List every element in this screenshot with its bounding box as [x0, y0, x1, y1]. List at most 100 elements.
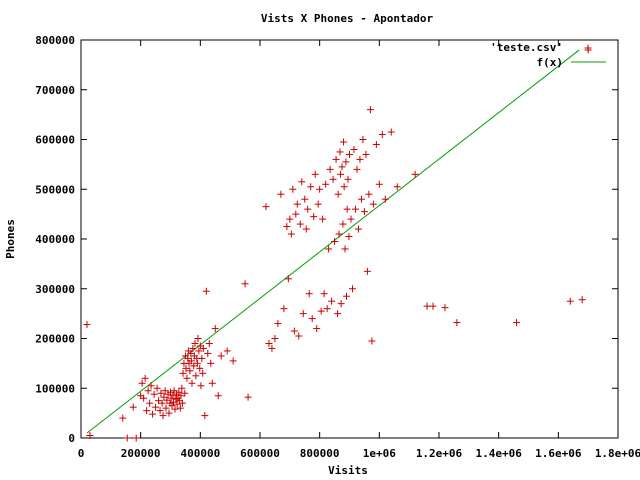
data-point	[357, 195, 365, 203]
data-point	[169, 392, 177, 400]
data-point	[307, 183, 315, 191]
data-point	[265, 339, 273, 347]
y-tick-label: 100000	[35, 382, 75, 395]
data-point	[156, 407, 164, 415]
data-point	[332, 155, 340, 163]
data-point	[204, 349, 212, 357]
data-point	[359, 136, 367, 143]
data-point	[289, 185, 297, 193]
data-point	[578, 296, 586, 304]
data-point	[192, 372, 200, 380]
data-point	[283, 223, 291, 231]
data-point	[316, 185, 324, 193]
x-tick-label: 600000	[240, 447, 280, 460]
data-point	[362, 150, 370, 158]
data-point	[317, 307, 325, 315]
data-point	[345, 233, 353, 241]
data-point	[168, 402, 176, 410]
y-tick-label: 600000	[35, 134, 75, 147]
data-point	[343, 292, 351, 300]
data-point	[280, 305, 288, 313]
data-point	[284, 275, 292, 283]
data-point	[158, 399, 166, 407]
data-point	[129, 403, 137, 411]
data-point	[339, 220, 347, 228]
x-axis-label: Visits	[328, 464, 368, 477]
data-point	[350, 145, 358, 153]
data-point	[356, 155, 364, 163]
x-tick-label: 0	[78, 447, 85, 460]
data-point	[337, 170, 345, 178]
legend: 'teste.csv' f(x)	[490, 41, 606, 69]
data-point	[143, 407, 151, 415]
data-point	[182, 364, 190, 372]
data-point	[365, 190, 373, 198]
data-point	[328, 297, 336, 305]
y-tick-label: 400000	[35, 233, 75, 246]
data-point	[342, 158, 350, 166]
data-point	[199, 369, 207, 377]
data-point	[287, 230, 295, 238]
data-point	[340, 183, 348, 191]
data-point	[159, 412, 167, 420]
x-tick-label: 1e+06	[363, 447, 396, 460]
data-point	[268, 344, 276, 352]
data-point	[217, 352, 225, 360]
data-point	[229, 357, 237, 365]
data-point	[198, 354, 206, 362]
data-point	[354, 225, 362, 233]
data-point	[299, 310, 307, 318]
data-point	[184, 354, 192, 362]
data-point	[292, 210, 300, 218]
data-point	[178, 384, 186, 392]
data-point	[179, 369, 187, 377]
data-point	[244, 393, 252, 401]
x-tick-label: 1.6e+06	[535, 447, 582, 460]
data-point	[147, 382, 155, 390]
data-point	[296, 220, 304, 228]
y-tick-label: 500000	[35, 183, 75, 196]
data-point	[196, 364, 204, 372]
y-axis: 0 100000 200000 300000 400000 500000 600000 700…	[35, 34, 618, 445]
data-point	[153, 384, 161, 392]
data-point	[199, 344, 207, 352]
data-point	[163, 396, 171, 404]
data-point	[387, 128, 395, 136]
data-point	[119, 414, 127, 422]
data-point	[453, 319, 461, 327]
data-point	[320, 290, 328, 298]
data-point	[187, 357, 195, 365]
data-point	[193, 359, 201, 367]
legend-label-fit: f(x)	[537, 56, 564, 69]
x-tick-label: 400000	[180, 447, 220, 460]
data-point	[566, 297, 574, 305]
legend-label-data: 'teste.csv'	[490, 41, 563, 54]
data-point	[351, 205, 359, 213]
data-point	[194, 335, 202, 342]
data-point	[293, 200, 301, 208]
data-point	[201, 412, 209, 420]
data-point	[295, 332, 303, 340]
data-point	[429, 302, 437, 310]
data-point	[363, 267, 371, 275]
data-point	[372, 140, 380, 148]
data-point	[343, 205, 351, 213]
data-point	[336, 148, 344, 156]
y-tick-label: 700000	[35, 84, 75, 97]
data-point	[298, 178, 306, 186]
y-tick-label: 300000	[35, 283, 75, 296]
data-point	[262, 203, 270, 211]
data-point	[353, 165, 361, 173]
data-point	[347, 215, 355, 223]
data-point	[334, 190, 342, 198]
y-tick-label: 0	[68, 432, 75, 445]
data-point	[241, 280, 249, 288]
data-point	[208, 379, 216, 387]
data-point	[513, 319, 521, 327]
data-point	[189, 344, 197, 352]
chart-title: Vists X Phones - Apontador	[261, 12, 434, 25]
data-point	[326, 165, 334, 173]
data-point	[286, 215, 294, 223]
data-point	[331, 237, 339, 245]
